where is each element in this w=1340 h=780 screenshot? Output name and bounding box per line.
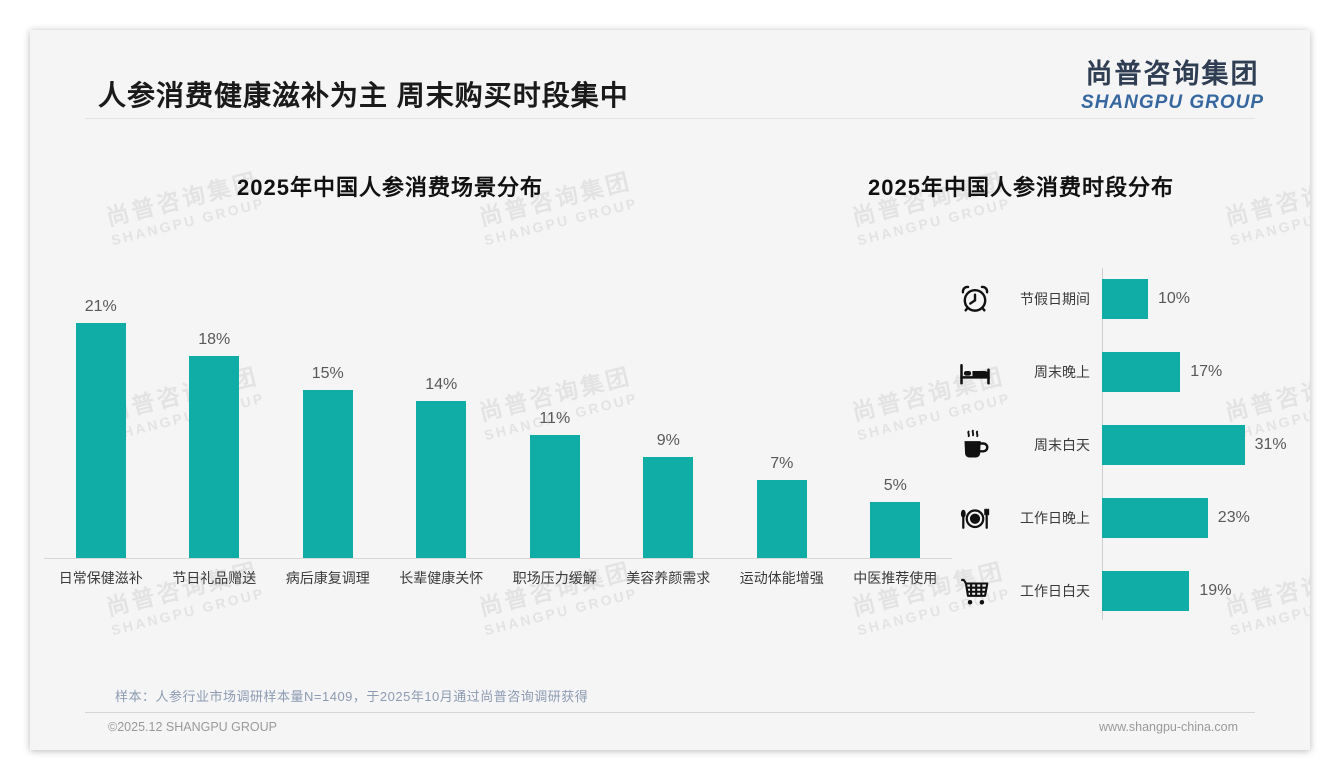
bar-value-label: 31%	[1254, 435, 1287, 453]
bar-value-label: 11%	[539, 409, 571, 427]
bar-value-label: 10%	[1158, 289, 1191, 307]
copyright-text: ©2025.12 SHANGPU GROUP	[108, 720, 277, 734]
bar-value-label: 9%	[656, 432, 680, 450]
bar	[870, 502, 921, 558]
website-text: www.shangpu-china.com	[1099, 720, 1238, 734]
bar-category-label: 职场压力缓解	[512, 570, 597, 586]
bar	[302, 390, 353, 558]
coffee-icon	[953, 427, 997, 463]
bar-value-label: 15%	[311, 365, 344, 382]
bar-column: 11%	[498, 260, 612, 558]
shopping-cart-icon	[953, 573, 997, 609]
time-label: 工作日白天	[1020, 582, 1090, 599]
bar-column: 7%	[725, 260, 839, 558]
bar-category-label: 日常保健滋补	[58, 570, 143, 586]
bar	[756, 479, 807, 558]
bar-value-label: 14%	[425, 376, 458, 394]
bar	[1102, 424, 1245, 465]
bar-value-label: 18%	[198, 331, 231, 349]
bar-category-label: 运动体能增强	[739, 570, 824, 586]
bar-column: 21%	[44, 260, 158, 558]
time-label: 工作日晚上	[1020, 509, 1090, 526]
bar-column: 5%	[839, 260, 953, 558]
sample-note: 样本：人参行业市场调研样本量N=1409，于2025年10月通过尚普咨询调研获得	[115, 689, 589, 704]
bar	[1102, 351, 1181, 392]
report-slide: 尚普咨询集团 SHANGPU GROUP 尚普咨询集团 SHANGPU GROUP 尚普…	[30, 30, 1310, 750]
time-row: 节假日期间 10%	[935, 262, 1307, 335]
bar-category-label: 节日礼品赠送	[172, 570, 257, 586]
bar-column: 15%	[271, 260, 385, 558]
title-divider	[85, 118, 1255, 119]
bar	[1102, 570, 1190, 611]
bar-value-label: 21%	[84, 297, 117, 315]
bar-category-label: 美容养颜需求	[626, 570, 711, 586]
bar	[529, 434, 580, 558]
time-distribution-chart: 节假日期间 10% 周末晚上 17% 周末白天 31% 工作日晚上 23% 工作日白天 19%	[935, 262, 1307, 627]
company-logo: 尚普咨询集团 SHANGPU GROUP	[1081, 52, 1264, 114]
bar-column: 14%	[385, 260, 499, 558]
bar	[1102, 278, 1148, 319]
bed-icon	[953, 354, 997, 390]
bar-value-label: 5%	[883, 477, 907, 494]
alarm-clock-icon	[953, 282, 997, 316]
scene-chart-title: 2025年中国人参消费场景分布	[237, 175, 543, 200]
time-label: 节假日期间	[1020, 290, 1090, 307]
bar-value-label: 19%	[1199, 581, 1232, 599]
bar-column: 9%	[612, 260, 726, 558]
x-axis-line	[44, 558, 952, 559]
bar-category-label: 长辈健康关怀	[399, 570, 484, 586]
time-row: 周末晚上 17%	[935, 335, 1307, 408]
page-title: 人参消费健康滋补为主 周末购买时段集中	[98, 80, 629, 111]
time-row: 周末白天 31%	[935, 408, 1307, 481]
bar	[75, 322, 126, 558]
footer-divider	[85, 712, 1255, 713]
dining-icon	[953, 500, 997, 536]
bar	[643, 457, 694, 558]
bar	[189, 356, 240, 558]
logo-english-text: SHANGPU GROUP	[1081, 92, 1264, 113]
bar-value-label: 17%	[1190, 362, 1223, 380]
time-row: 工作日白天 19%	[935, 554, 1307, 627]
time-label: 周末白天	[1034, 436, 1090, 453]
bar	[1102, 497, 1208, 538]
bar-value-label: 23%	[1217, 508, 1250, 526]
bar	[416, 401, 467, 558]
scene-distribution-chart: 21% 18% 15% 14% 11% 9% 7% 5%	[44, 260, 952, 558]
logo-chinese-text: 尚普咨询集团	[1085, 59, 1260, 89]
bar-value-label: 7%	[770, 454, 794, 472]
time-row: 工作日晚上 23%	[935, 481, 1307, 554]
bar-column: 18%	[158, 260, 272, 558]
time-label: 周末晚上	[1034, 363, 1090, 380]
bar-category-label: 中医推荐使用	[853, 570, 938, 586]
scene-category-labels: 日常保健滋补 节日礼品赠送 病后康复调理 长辈健康关怀 职场压力缓解 美容养颜需求 运动体能…	[44, 568, 952, 588]
bar-category-label: 病后康复调理	[285, 570, 370, 586]
time-chart-title: 2025年中国人参消费时段分布	[868, 175, 1174, 200]
